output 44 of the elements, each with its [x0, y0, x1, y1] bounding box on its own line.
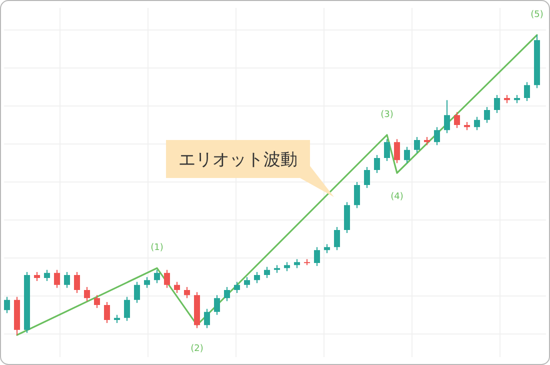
candlestick: [74, 272, 80, 294]
candlestick: [204, 308, 210, 329]
candlestick: [174, 281, 180, 294]
candlestick: [414, 136, 420, 154]
candlestick: [84, 286, 90, 302]
candlestick: [224, 286, 230, 302]
candlestick: [454, 112, 460, 128]
candlestick: [134, 281, 140, 304]
candlestick: [54, 269, 60, 288]
annotation: (4): [390, 192, 404, 202]
candlestick: [444, 100, 450, 134]
candlestick: [214, 294, 220, 316]
candlestick: [144, 276, 150, 288]
annotation: エリオット波動: [178, 150, 298, 170]
candlestick: [314, 246, 320, 266]
candlestick: [44, 269, 50, 282]
candlestick: [154, 269, 160, 284]
candlestick: [244, 276, 250, 288]
candlestick: [184, 286, 190, 299]
candlestick: [64, 272, 70, 288]
candlestick: [474, 116, 480, 131]
text: (5): [530, 10, 544, 20]
candlestick: [264, 266, 270, 278]
candlestick: [394, 138, 400, 164]
annotation: (1): [150, 243, 164, 254]
candlestick: [4, 296, 10, 314]
candlestick: [374, 154, 380, 174]
candlestick: [124, 296, 130, 322]
annotation: (3): [380, 110, 394, 120]
candlestick: [434, 126, 440, 146]
candlestick: [524, 82, 530, 102]
candlestick: [384, 138, 390, 162]
candlestick: [94, 294, 100, 308]
candlestick: [354, 182, 360, 209]
candlestick: [334, 226, 340, 251]
candlestick: [364, 166, 370, 188]
candlestick: [234, 281, 240, 294]
text: (2): [190, 344, 204, 354]
candlestick: [404, 146, 410, 164]
candlestick: [164, 269, 170, 288]
candlestick: [104, 302, 110, 324]
candlestick: [254, 272, 260, 284]
candlestick: [484, 106, 490, 124]
candlestick: [494, 94, 500, 114]
